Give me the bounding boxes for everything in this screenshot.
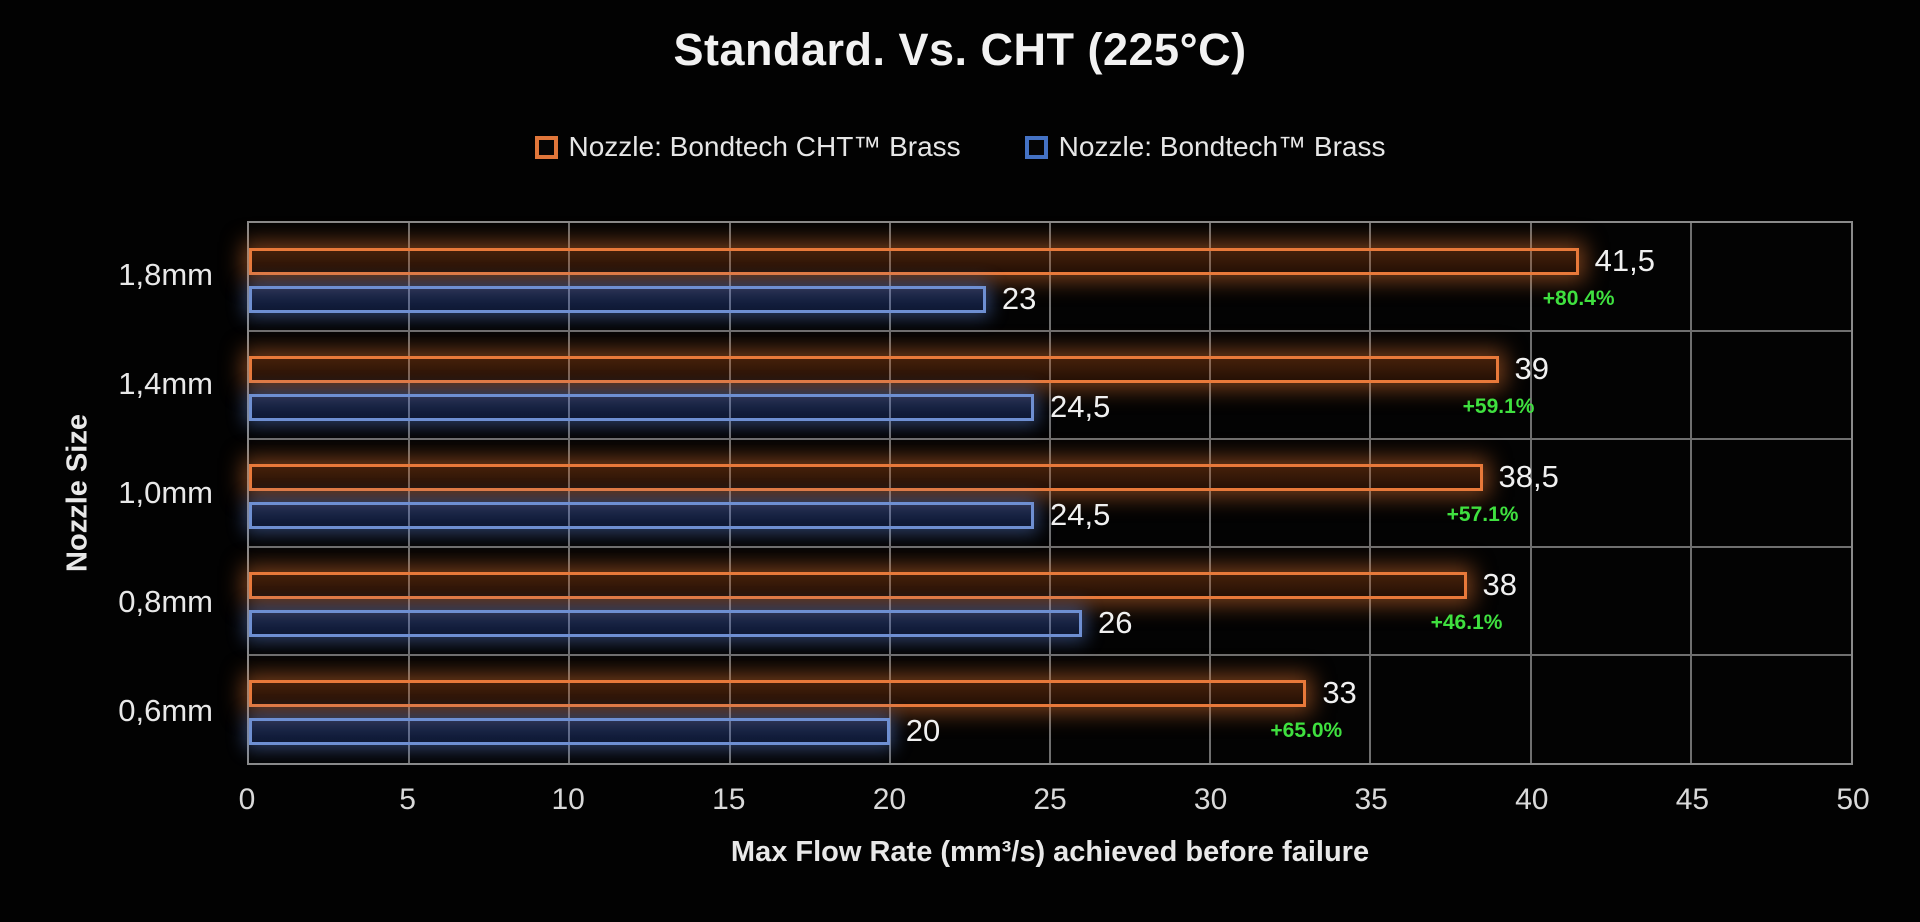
value-label-cht: 33: [1322, 675, 1357, 711]
bar-row: 33 20 +65.0%: [249, 655, 1851, 763]
value-label-cht: 41,5: [1594, 243, 1655, 279]
x-axis-tick: 50: [1836, 783, 1870, 816]
gridline-vertical: [1369, 223, 1372, 763]
page-title: Standard. Vs. CHT (225°C): [673, 24, 1247, 75]
bar-standard: [249, 501, 1034, 529]
value-label-standard: 23: [1001, 281, 1037, 317]
gridline-horizontal: [249, 438, 1851, 440]
value-label-cht: 38,5: [1498, 459, 1559, 495]
bar-cht: [249, 463, 1483, 491]
bar-cht: [249, 247, 1579, 275]
gridline-vertical: [1049, 223, 1051, 763]
bar-row: 39 24,5 +59.1%: [249, 331, 1851, 439]
legend-swatch-cht-icon: [534, 135, 558, 159]
gridline-vertical: [728, 223, 731, 763]
x-axis-tick: 45: [1675, 783, 1710, 816]
pct-gain-label: +57.1%: [1446, 503, 1519, 527]
gridline-vertical: [408, 223, 411, 763]
pct-gain-label: +46.1%: [1430, 611, 1503, 635]
x-axis-tick: 0: [238, 783, 256, 816]
x-axis-ticks: 0 5 10 15 20 25 30 35 40 45 50: [239, 783, 1870, 827]
gridline-vertical: [1209, 223, 1212, 763]
y-axis-label: 0,6mm: [118, 692, 213, 728]
bar-row: 41,5 23 +80.4%: [249, 223, 1851, 331]
bar-standard: [249, 717, 890, 745]
legend-item-standard: Nozzle: Bondtech™ Brass: [1024, 131, 1386, 163]
y-axis-label: 0,8mm: [118, 583, 213, 619]
gridline-vertical: [1529, 223, 1532, 763]
bar-standard: [249, 393, 1034, 421]
x-axis-tick: 15: [712, 783, 746, 816]
legend: Nozzle: Bondtech CHT™ Brass Nozzle: Bond…: [0, 131, 1920, 163]
gridline-horizontal: [249, 654, 1851, 656]
x-axis-tick: 10: [551, 783, 585, 816]
pct-gain-label: +65.0%: [1270, 719, 1343, 743]
bar-row: 38 26 +46.1%: [249, 547, 1851, 655]
gridline-vertical: [888, 223, 891, 763]
gridline-horizontal: [249, 330, 1851, 332]
pct-gain-label: +59.1%: [1462, 395, 1535, 419]
bar-standard: [249, 285, 986, 313]
legend-swatch-standard-icon: [1024, 135, 1048, 159]
legend-label-standard: Nozzle: Bondtech™ Brass: [1058, 131, 1386, 162]
gridline-vertical: [568, 223, 571, 763]
plot-area: 41,5 23 +80.4% 39 24,5 +59.1% 38,5 24,5 +57.1% 38…: [247, 221, 1853, 765]
x-axis-tick: 30: [1193, 783, 1228, 816]
value-label-standard: 24,5: [1049, 389, 1111, 425]
legend-label-cht: Nozzle: Bondtech CHT™ Brass: [568, 131, 961, 162]
pct-gain-label: +80.4%: [1542, 287, 1615, 311]
value-label-standard: 20: [905, 713, 941, 749]
gridline-vertical: [1689, 223, 1692, 763]
legend-item-cht: Nozzle: Bondtech CHT™ Brass: [534, 131, 961, 163]
value-label-cht: 38: [1482, 567, 1517, 603]
y-axis-label: 1,8mm: [118, 257, 213, 293]
gridline-horizontal: [249, 546, 1851, 548]
value-label-cht: 39: [1514, 351, 1550, 387]
x-axis-tick: 20: [872, 783, 907, 816]
value-label-standard: 26: [1098, 605, 1133, 641]
y-axis-category-labels: 1,8mm 1,4mm 1,0mm 0,8mm 0,6mm: [50, 221, 213, 765]
bar-cht: [249, 355, 1499, 383]
bar-cht: [249, 679, 1307, 707]
x-axis-title: Max Flow Rate (mm³/s) achieved before fa…: [730, 836, 1370, 868]
x-axis-tick: 25: [1033, 783, 1067, 816]
x-axis-tick: 5: [399, 783, 416, 816]
bar-row: 38,5 24,5 +57.1%: [249, 439, 1851, 547]
y-axis-label: 1,4mm: [118, 366, 213, 402]
x-axis-tick: 40: [1515, 783, 1549, 816]
bar-standard: [249, 609, 1083, 637]
bar-cht: [249, 571, 1467, 599]
x-axis-tick: 35: [1354, 783, 1388, 816]
y-axis-label: 1,0mm: [118, 475, 213, 510]
value-label-standard: 24,5: [1049, 497, 1111, 533]
